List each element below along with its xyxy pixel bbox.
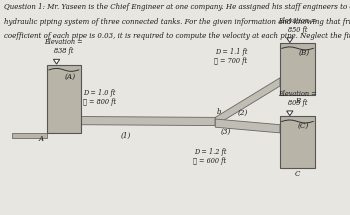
Polygon shape — [80, 117, 215, 126]
Polygon shape — [215, 78, 280, 126]
Bar — [280, 43, 315, 95]
Text: hydraulic piping system of three connected tanks. For the given information and : hydraulic piping system of three connect… — [4, 18, 350, 26]
Text: coefficient of each pipe is 0.03, it is required to compute the velocity at each: coefficient of each pipe is 0.03, it is … — [4, 32, 350, 40]
Text: (A): (A) — [64, 73, 75, 81]
Text: (B): (B) — [298, 49, 309, 57]
Text: Elevation =
805 ft: Elevation = 805 ft — [278, 90, 317, 107]
Polygon shape — [54, 59, 60, 64]
Text: (3): (3) — [220, 128, 231, 136]
Text: b: b — [217, 108, 222, 116]
Bar — [47, 64, 80, 133]
Text: C: C — [295, 170, 300, 178]
Text: (2): (2) — [238, 109, 248, 117]
Text: (C): (C) — [298, 122, 309, 130]
Polygon shape — [215, 119, 280, 133]
Text: Elevation =
850 ft: Elevation = 850 ft — [278, 17, 317, 34]
Text: A: A — [39, 135, 44, 143]
Text: D = 1.1 ft
ℓ = 700 ft: D = 1.1 ft ℓ = 700 ft — [215, 48, 247, 65]
Polygon shape — [287, 38, 293, 43]
Bar — [280, 116, 315, 168]
Bar — [12, 133, 47, 138]
Text: D = 1.2 ft
ℓ = 600 ft: D = 1.2 ft ℓ = 600 ft — [194, 148, 226, 165]
Text: Elevation =
838 ft: Elevation = 838 ft — [44, 38, 83, 55]
Text: (1): (1) — [121, 132, 131, 140]
Text: B: B — [295, 97, 300, 105]
Text: Question 1: Mr. Yaseen is the Chief Engineer at one company. He assigned his sta: Question 1: Mr. Yaseen is the Chief Engi… — [4, 3, 350, 11]
Text: D = 1.0 ft
ℓ = 800 ft: D = 1.0 ft ℓ = 800 ft — [83, 89, 116, 106]
Polygon shape — [287, 111, 293, 116]
